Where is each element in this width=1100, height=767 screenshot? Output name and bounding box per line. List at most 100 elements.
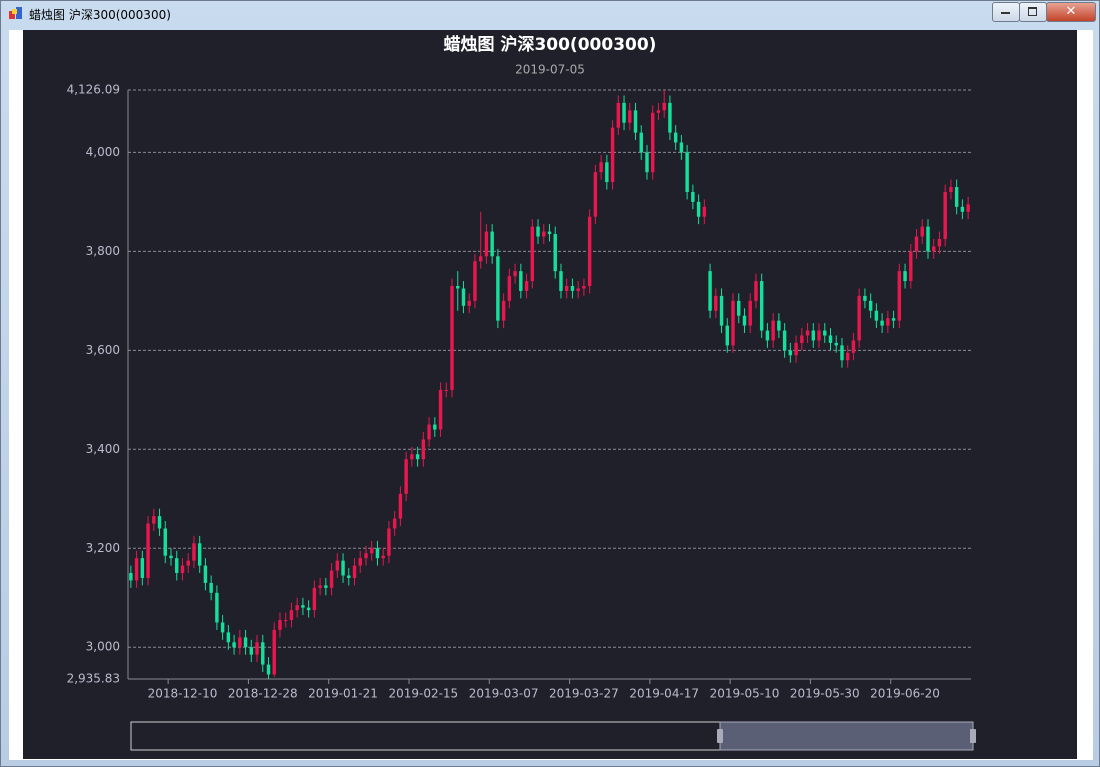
candle-body: [220, 622, 225, 633]
candle-body: [513, 271, 517, 277]
x-tick-label: 2019-05-10: [710, 687, 780, 701]
candle-body: [943, 191, 947, 239]
candle-body: [278, 620, 282, 630]
candle-body: [450, 286, 454, 390]
candle-body: [456, 286, 460, 289]
candle-body: [840, 345, 844, 361]
close-button[interactable]: ✕: [1046, 2, 1096, 22]
candle-body: [599, 162, 603, 173]
zoom-selection[interactable]: [719, 721, 974, 751]
x-tick-label: 2018-12-10: [148, 687, 218, 701]
candle-body: [759, 281, 764, 331]
candle-body: [306, 607, 311, 611]
candle-body: [243, 637, 248, 648]
candle-body: [857, 295, 861, 341]
candle-body: [897, 271, 902, 321]
y-tick-label: 4,126.09: [67, 83, 120, 97]
candle-body: [232, 642, 236, 648]
candle-body: [421, 439, 426, 460]
candle-body: [433, 424, 437, 430]
candle-body: [370, 548, 374, 554]
candle-body: [335, 560, 340, 571]
candle-body: [180, 565, 185, 574]
candle-body: [914, 236, 919, 252]
candle-body: [129, 573, 133, 581]
candle-body: [553, 234, 557, 272]
candle-body: [622, 102, 626, 123]
candle-body: [782, 330, 787, 351]
candle-body: [438, 389, 443, 430]
x-tick-label: 2018-12-28: [228, 687, 298, 701]
candle-body: [209, 582, 213, 593]
candle-body: [616, 102, 621, 128]
candle-body: [175, 558, 179, 574]
candle-body: [197, 543, 202, 566]
candle-body: [312, 587, 317, 611]
candle-body: [387, 528, 391, 556]
candle-body: [203, 565, 208, 583]
candle-body: [496, 256, 500, 321]
candle-body: [519, 271, 523, 291]
candle-body: [765, 330, 770, 341]
candle-body: [880, 320, 884, 326]
zoom-handle[interactable]: [717, 729, 723, 743]
candle-body: [817, 330, 821, 341]
y-tick-label: 4,000: [86, 145, 120, 159]
candle-body: [301, 605, 305, 608]
y-tick-label: 3,600: [86, 343, 120, 357]
candle-body: [800, 335, 804, 343]
candle-body: [289, 610, 294, 621]
candle-body: [679, 142, 684, 153]
candle-body: [714, 295, 718, 311]
candle-body: [696, 201, 701, 217]
candle-body: [134, 558, 139, 581]
candle-body: [673, 132, 678, 143]
app-icon: [9, 7, 22, 19]
candle-body: [507, 276, 512, 301]
x-tick-label: 2019-05-30: [790, 687, 860, 701]
candle-body: [255, 642, 259, 655]
y-tick-label: 2,935.83: [67, 672, 120, 686]
candle-body: [662, 102, 666, 111]
candle-body: [444, 389, 448, 391]
candle-body: [771, 320, 775, 341]
y-tick-label: 3,400: [86, 442, 120, 456]
chart-background: [23, 30, 1077, 759]
minimize-button[interactable]: [992, 2, 1020, 22]
y-tick-label: 3,800: [86, 244, 120, 258]
candle-body: [903, 271, 907, 282]
chart-subtitle: 2019-07-05: [515, 63, 585, 77]
candle-body: [473, 261, 477, 301]
candle-body: [805, 330, 810, 336]
candle-body: [226, 632, 231, 643]
candle-body: [828, 335, 833, 343]
candle-body: [937, 238, 942, 247]
maximize-button[interactable]: [1019, 2, 1047, 22]
candle-body: [542, 231, 546, 237]
candle-body: [249, 647, 254, 655]
candle-body: [524, 281, 529, 291]
candle-body: [478, 256, 483, 262]
candle-body: [501, 300, 506, 321]
candle-body: [742, 315, 747, 326]
candle-body: [427, 424, 431, 440]
candle-body: [702, 206, 707, 217]
x-tick-label: 2019-02-15: [388, 687, 458, 701]
candle-body: [295, 605, 299, 611]
candle-body: [146, 523, 150, 578]
candle-body: [891, 318, 896, 321]
candle-body: [834, 342, 838, 346]
zoom-handle[interactable]: [970, 729, 976, 743]
candle-body: [461, 288, 466, 306]
x-tick-label: 2019-03-27: [549, 687, 619, 701]
candle-body: [261, 642, 265, 665]
candle-body: [152, 516, 156, 524]
candle-body: [886, 318, 890, 326]
candle-body: [358, 558, 362, 566]
candle-body: [140, 558, 145, 578]
candle-body: [547, 231, 552, 235]
candle-body: [748, 300, 752, 326]
x-tick-label: 2019-03-07: [469, 687, 539, 701]
candle-body: [628, 110, 632, 123]
candle-body: [484, 231, 489, 257]
